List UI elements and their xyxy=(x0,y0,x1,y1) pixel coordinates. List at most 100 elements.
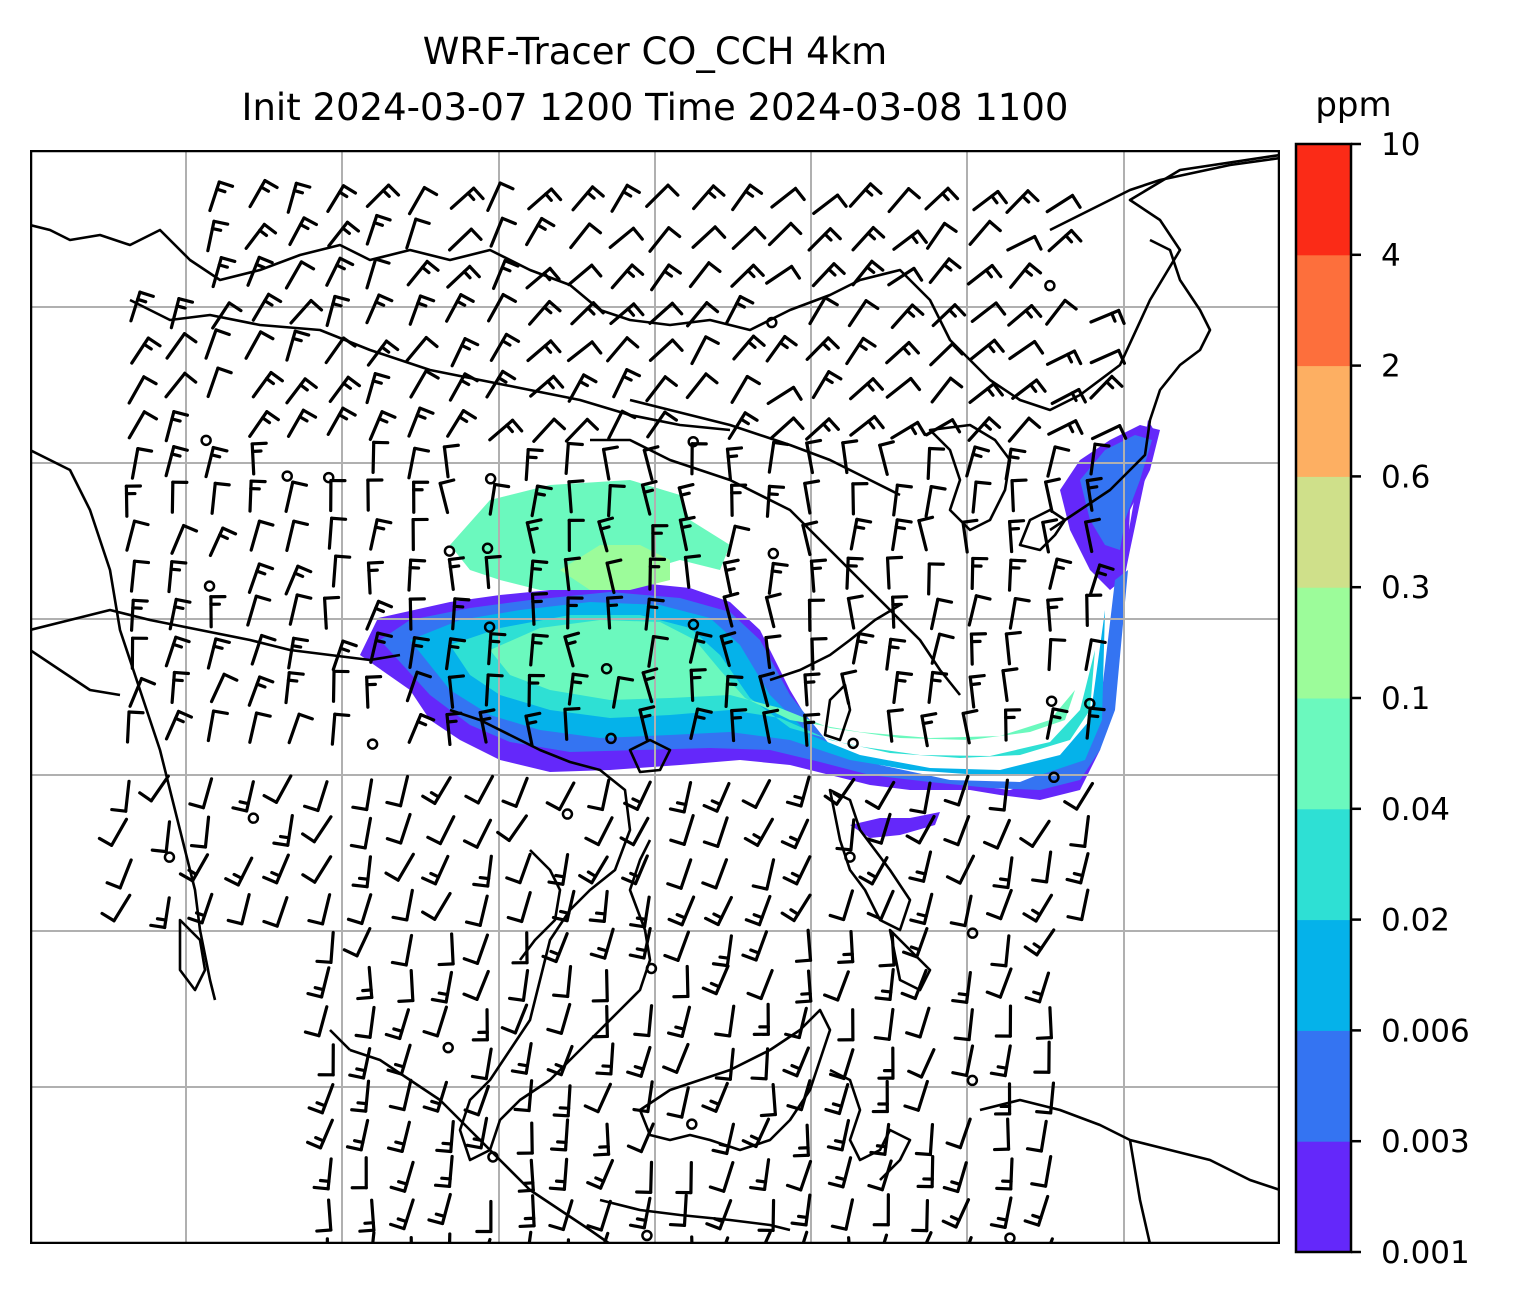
wind-barb xyxy=(985,967,1013,999)
wind-barb xyxy=(1047,637,1067,672)
wind-barb-calm xyxy=(641,1229,653,1242)
wind-barb xyxy=(307,1083,335,1115)
wind-barb xyxy=(564,441,584,475)
wind-barb-calm xyxy=(443,545,456,557)
wind-barb xyxy=(609,302,645,326)
wind-barb xyxy=(1085,476,1103,512)
wind-barb xyxy=(518,1194,536,1229)
wind-barb xyxy=(189,815,211,849)
wind-barb xyxy=(545,781,576,812)
wind-barb xyxy=(421,854,450,886)
wind-barb xyxy=(204,445,229,479)
wind-barb xyxy=(206,366,233,399)
wind-barb xyxy=(688,631,713,664)
wind-barb xyxy=(780,893,812,923)
wind-barb xyxy=(449,186,485,210)
wind-barb xyxy=(908,850,933,883)
wind-barb xyxy=(968,219,1002,246)
wind-barb xyxy=(903,1079,929,1112)
wind-barb xyxy=(563,706,581,741)
wind-barb xyxy=(730,263,765,288)
wind-barb xyxy=(250,441,268,476)
wind-barb xyxy=(765,334,798,363)
wind-barb xyxy=(328,375,362,404)
wind-barb xyxy=(727,411,759,440)
wind-barb xyxy=(130,447,154,480)
wind-barb xyxy=(990,934,1011,968)
wind-barb xyxy=(1004,447,1027,481)
wind-barb xyxy=(471,1008,489,1042)
wind-barb xyxy=(837,1008,855,1042)
wind-barb-calm xyxy=(605,732,617,745)
wind-barb xyxy=(541,932,569,964)
wind-barb xyxy=(354,1005,376,1039)
coastline-segment xyxy=(30,448,217,1001)
wind-barb xyxy=(397,969,415,1003)
wind-barb xyxy=(790,1193,812,1227)
colorbar-tick-label: 0.6 xyxy=(1381,459,1430,495)
wind-barb xyxy=(701,1081,729,1113)
wind-barb-calm xyxy=(281,470,293,482)
wind-barb xyxy=(588,889,609,923)
wind-barb xyxy=(384,1008,411,1041)
wind-barb xyxy=(289,299,324,325)
wind-barb xyxy=(648,338,684,362)
wind-barb xyxy=(965,445,991,478)
wind-barb xyxy=(125,710,145,744)
wind-barb xyxy=(722,591,740,628)
wind-barb xyxy=(930,376,964,404)
wind-barb xyxy=(100,893,132,923)
wind-barb xyxy=(645,183,680,208)
wind-barb xyxy=(985,888,1013,921)
wind-barb xyxy=(369,518,393,551)
coastline-segment xyxy=(1049,238,1212,532)
wind-barb xyxy=(871,1079,889,1114)
wind-barb xyxy=(465,1116,489,1150)
wind-barb xyxy=(506,891,532,924)
wind-barb xyxy=(288,593,313,626)
wind-barb xyxy=(801,520,819,557)
wind-barb xyxy=(326,184,358,213)
wind-barb xyxy=(824,1083,850,1116)
wind-barb xyxy=(262,896,289,928)
wind-barb xyxy=(551,889,576,923)
wind-barb xyxy=(1004,630,1022,666)
wind-barb xyxy=(866,889,895,921)
wind-barb xyxy=(724,674,744,709)
wind-barb xyxy=(365,675,383,709)
coastline-segment xyxy=(590,438,962,696)
wind-barb xyxy=(1089,348,1126,365)
wind-barb xyxy=(307,893,332,926)
wind-barb xyxy=(640,479,658,516)
wind-barb xyxy=(486,181,515,212)
wind-barb xyxy=(982,818,1011,850)
wind-barb xyxy=(365,257,391,290)
wind-barb xyxy=(407,446,431,480)
colorbar-bin-7 xyxy=(1296,365,1351,477)
wind-barb xyxy=(851,226,886,252)
wind-barb xyxy=(730,708,748,743)
wind-barb xyxy=(500,1003,529,1035)
wind-barb xyxy=(331,669,350,703)
wind-barb xyxy=(823,970,850,1002)
wind-barb xyxy=(633,1004,654,1038)
wind-barb xyxy=(705,1199,733,1231)
wind-barb xyxy=(409,369,440,399)
wind-barb xyxy=(470,1047,493,1081)
wind-barb xyxy=(811,370,843,400)
wind-barb xyxy=(890,303,925,330)
wind-barb xyxy=(929,597,954,631)
coastline-segment xyxy=(178,918,207,992)
wind-barb xyxy=(961,518,979,554)
wind-barb xyxy=(945,854,976,885)
wind-barb xyxy=(701,964,730,996)
wind-barb xyxy=(1084,517,1101,554)
wind-barb xyxy=(530,592,549,626)
wind-barb xyxy=(641,667,659,704)
wind-barb xyxy=(496,814,528,843)
wind-barb xyxy=(1089,442,1111,476)
wind-barb xyxy=(248,410,280,438)
wind-barb xyxy=(885,376,922,399)
wind-barb xyxy=(272,813,294,847)
map-title-line2: Init 2024-03-07 1200 Time 2024-03-08 110… xyxy=(241,86,1069,129)
